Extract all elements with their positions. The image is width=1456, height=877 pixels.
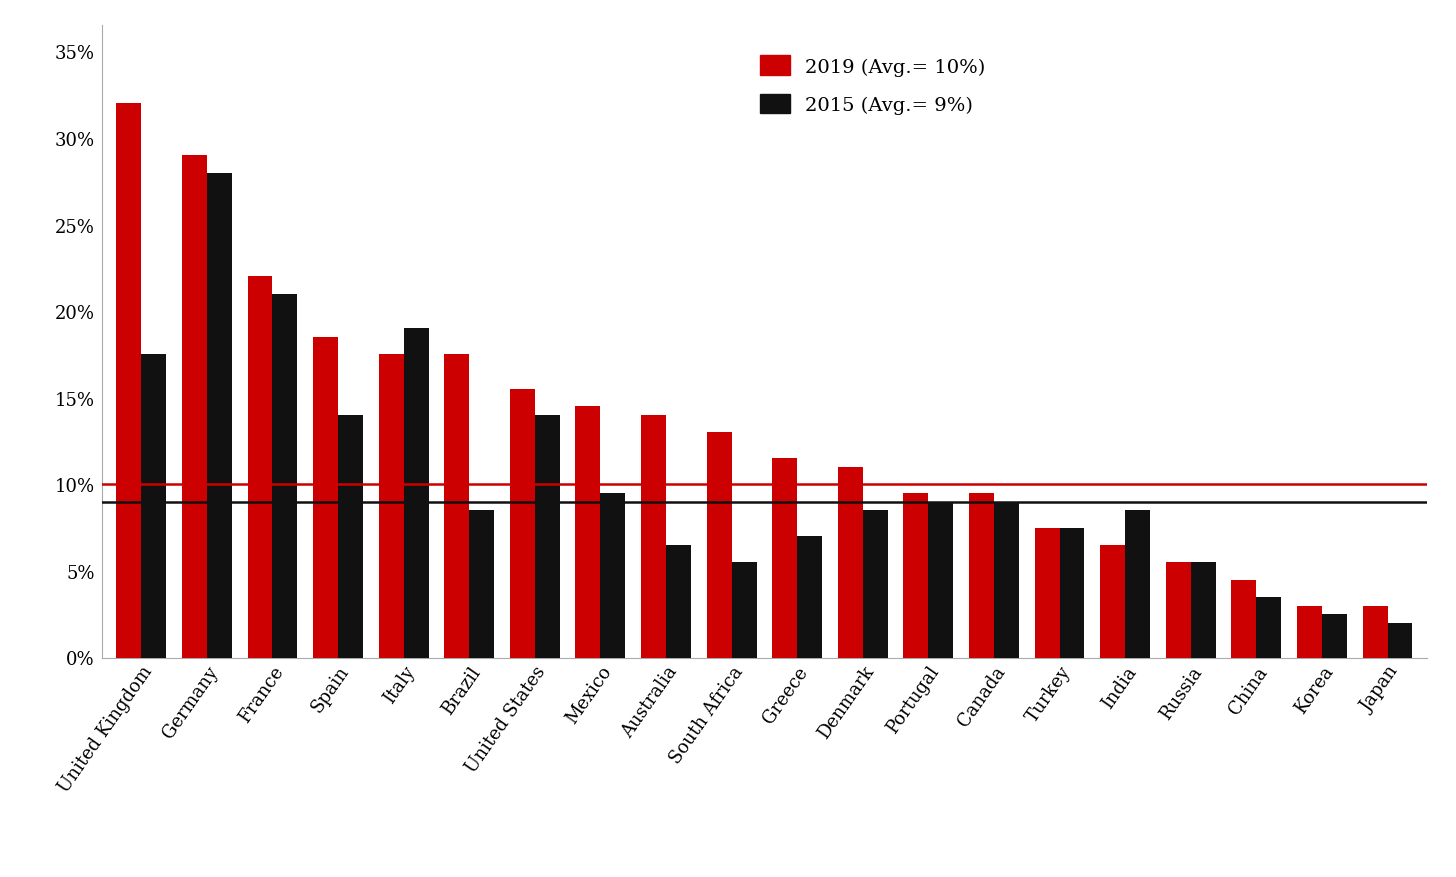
- Bar: [798, 537, 823, 658]
- Bar: [1322, 615, 1347, 658]
- Bar: [706, 433, 731, 658]
- Bar: [1125, 510, 1150, 658]
- Bar: [600, 494, 625, 658]
- Bar: [116, 104, 141, 658]
- Bar: [1232, 580, 1257, 658]
- Bar: [1388, 624, 1412, 658]
- Bar: [313, 338, 338, 658]
- Bar: [207, 174, 232, 658]
- Bar: [379, 355, 403, 658]
- Bar: [994, 502, 1019, 658]
- Bar: [338, 416, 363, 658]
- Bar: [248, 277, 272, 658]
- Bar: [141, 355, 166, 658]
- Bar: [1257, 597, 1281, 658]
- Bar: [1191, 563, 1216, 658]
- Bar: [272, 295, 297, 658]
- Bar: [182, 156, 207, 658]
- Bar: [1101, 545, 1125, 658]
- Bar: [1297, 606, 1322, 658]
- Bar: [863, 510, 888, 658]
- Bar: [641, 416, 665, 658]
- Bar: [510, 389, 534, 658]
- Bar: [1363, 606, 1388, 658]
- Bar: [1035, 528, 1060, 658]
- Bar: [444, 355, 469, 658]
- Bar: [665, 545, 692, 658]
- Bar: [469, 510, 494, 658]
- Bar: [575, 407, 600, 658]
- Bar: [1166, 563, 1191, 658]
- Bar: [1060, 528, 1085, 658]
- Bar: [970, 494, 994, 658]
- Bar: [534, 416, 559, 658]
- Bar: [837, 467, 863, 658]
- Bar: [904, 494, 929, 658]
- Bar: [772, 459, 798, 658]
- Bar: [929, 502, 954, 658]
- Bar: [731, 563, 757, 658]
- Legend: 2019 (Avg.= 10%), 2015 (Avg.= 9%): 2019 (Avg.= 10%), 2015 (Avg.= 9%): [753, 48, 993, 123]
- Bar: [403, 329, 428, 658]
